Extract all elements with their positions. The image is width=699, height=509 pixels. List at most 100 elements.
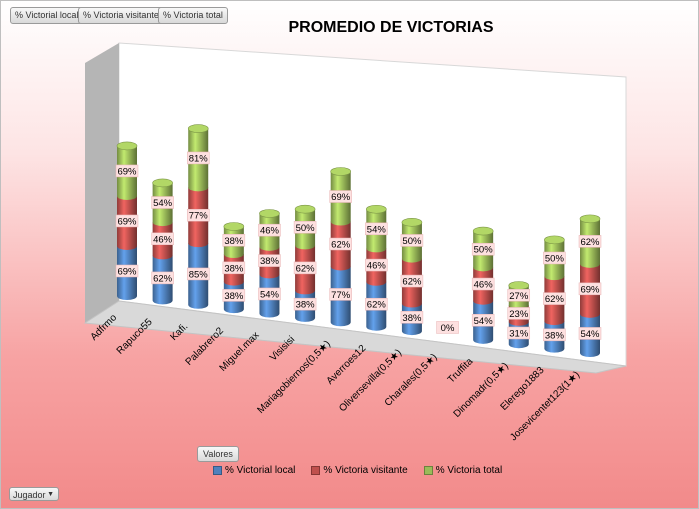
data-label-text: 38% <box>260 256 280 267</box>
legend-item-visitante: % Victoria visitante <box>311 465 408 476</box>
data-label-box <box>400 311 424 324</box>
data-label: 38% <box>258 254 281 267</box>
data-label: 31% <box>507 326 531 340</box>
data-label-text: 50% <box>545 253 565 264</box>
data-label-box <box>471 277 495 291</box>
data-label-text: 54% <box>367 224 387 235</box>
legend-label-local: % Victorial local <box>225 465 296 476</box>
data-label: 50% <box>543 251 566 265</box>
data-label-text: 46% <box>367 261 387 272</box>
bar-stack: 62% 46% 54% <box>151 178 174 305</box>
legend-item-local: % Victorial local <box>213 465 295 476</box>
data-label-text: 38% <box>224 236 244 247</box>
data-label-text: 46% <box>153 234 173 245</box>
data-label: 46% <box>365 258 388 272</box>
data-label: 23% <box>507 307 531 320</box>
data-label: 46% <box>258 223 281 237</box>
data-label-box <box>543 292 566 305</box>
data-label: 62% <box>365 297 388 311</box>
bar-stack: 38% 38% 38% <box>222 222 246 314</box>
data-label-box <box>258 287 281 301</box>
data-label-text: 69% <box>331 192 351 203</box>
filter-button-total[interactable]: % Victoria total <box>158 7 228 24</box>
data-label-text: 62% <box>331 240 351 251</box>
data-label: 50% <box>293 221 317 234</box>
data-label-text: 23% <box>509 309 529 320</box>
data-label-box <box>258 223 281 237</box>
data-label-box <box>578 235 602 248</box>
bar-top-cap <box>294 204 316 214</box>
bar-stack: 0% <box>436 321 459 334</box>
data-label-box <box>507 307 531 320</box>
data-label: 69% <box>115 264 139 278</box>
data-label-text: 46% <box>260 226 280 237</box>
data-label-text: 50% <box>296 223 316 234</box>
data-label: 77% <box>329 288 352 301</box>
data-label-text: 54% <box>474 316 494 327</box>
data-label: 38% <box>222 261 246 274</box>
legend-swatch-total <box>423 466 433 475</box>
data-label: 69% <box>578 282 602 295</box>
bar-stack: 38% 62% 50% <box>293 204 317 322</box>
data-label: 38% <box>400 311 424 324</box>
bar-top-cap <box>544 235 565 245</box>
jugador-filter-dropdown[interactable]: Jugador ▼ <box>9 487 59 501</box>
data-label-box <box>507 326 531 340</box>
data-label-text: 50% <box>474 245 494 256</box>
data-label-text: 0% <box>441 323 455 334</box>
data-label-box <box>329 190 352 203</box>
bar-stack: 85% 77% 81% <box>186 124 210 309</box>
data-label-text: 69% <box>117 216 137 227</box>
data-label-box <box>543 251 566 265</box>
values-field-button[interactable]: Valores <box>197 446 239 462</box>
bar-top-cap <box>508 281 530 290</box>
bar-top-cap <box>579 214 601 224</box>
data-label-box <box>186 208 210 222</box>
data-label-text: 38% <box>224 291 244 302</box>
bar-stack: 38% 62% 50% <box>400 218 424 336</box>
data-label-box <box>258 254 281 267</box>
jugador-label: Jugador <box>13 490 46 500</box>
data-label-box <box>400 234 424 247</box>
data-label-box <box>293 261 317 275</box>
data-label: 62% <box>293 261 317 275</box>
data-label: 38% <box>222 234 246 247</box>
data-label: 69% <box>329 190 352 203</box>
data-label-text: 31% <box>509 328 529 339</box>
data-label-box <box>222 234 246 247</box>
data-label: 50% <box>471 242 495 256</box>
data-label: 46% <box>151 232 174 245</box>
data-label-box <box>186 151 210 165</box>
legend-item-total: % Victoria total <box>423 465 503 476</box>
data-label-box <box>400 274 424 288</box>
data-label: 54% <box>258 287 281 301</box>
data-label: 50% <box>400 234 424 247</box>
bar-top-cap <box>259 209 280 218</box>
data-label-text: 38% <box>296 300 316 311</box>
bar-stack: 69% 69% 69% <box>115 141 139 300</box>
data-label: 38% <box>222 289 246 302</box>
data-label-text: 38% <box>224 263 244 274</box>
data-label-box <box>543 328 566 342</box>
bar-stack: 77% 62% 69% <box>329 167 352 327</box>
data-label-box <box>115 264 139 278</box>
data-label-box <box>471 242 495 256</box>
data-label-box <box>293 221 317 234</box>
data-label-box <box>329 237 352 251</box>
bar-stack: 54% 69% 62% <box>578 214 602 357</box>
data-label: 62% <box>578 235 602 248</box>
bar-stack: 54% 38% 46% <box>258 209 281 318</box>
data-label-text: 77% <box>331 290 351 301</box>
data-label-box <box>471 314 495 327</box>
data-label-text: 69% <box>117 166 137 177</box>
legend-swatch-local <box>213 466 222 475</box>
data-label-text: 77% <box>189 211 209 222</box>
bar-top-cap <box>401 218 423 227</box>
legend-swatch-visitante <box>311 466 321 475</box>
bar-stack: 38% 62% 50% <box>543 235 566 353</box>
data-label-text: 62% <box>402 277 422 288</box>
data-label: 46% <box>471 277 495 291</box>
legend-label-total: % Victoria total <box>435 465 503 476</box>
data-label: 54% <box>365 222 388 235</box>
